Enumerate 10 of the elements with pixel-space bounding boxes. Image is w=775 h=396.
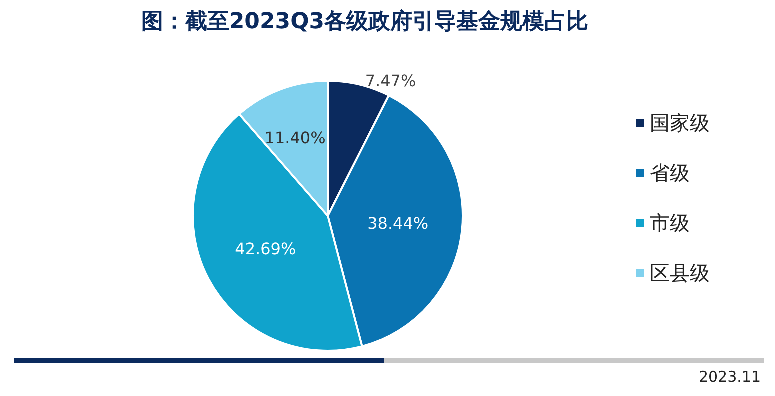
chart-title: 图：截至2023Q3各级政府引导基金规模占比 bbox=[141, 8, 589, 34]
legend-label: 省级 bbox=[650, 161, 690, 185]
data-label: 11.40% bbox=[264, 128, 326, 148]
text: 2023.11 bbox=[698, 368, 761, 386]
data-label: 7.47% bbox=[365, 71, 416, 90]
legend-label: 国家级 bbox=[650, 111, 710, 135]
legend-label: 区县级 bbox=[650, 261, 710, 285]
data-label: 42.69% bbox=[235, 239, 296, 258]
data-label: 38.44% bbox=[368, 214, 429, 233]
legend-label: 市级 bbox=[650, 211, 690, 235]
